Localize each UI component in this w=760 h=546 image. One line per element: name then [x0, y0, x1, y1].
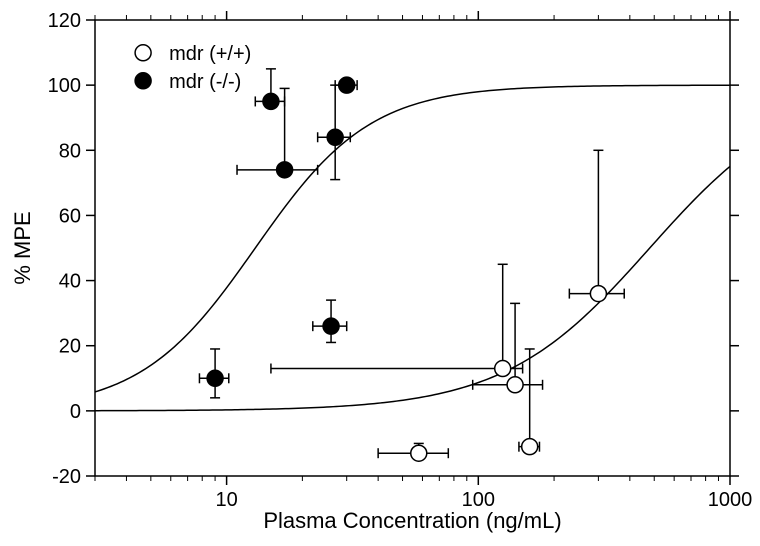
fit-curve-1: [95, 166, 730, 410]
y-tick-label: 120: [48, 10, 81, 32]
data-point: [323, 318, 339, 334]
y-tick-label: 80: [59, 140, 81, 162]
legend-marker: [135, 45, 151, 61]
y-tick-label: 60: [59, 205, 81, 227]
data-point: [507, 377, 523, 393]
data-point: [339, 77, 355, 93]
data-point: [277, 162, 293, 178]
x-axis-label: Plasma Concentration (ng/mL): [263, 508, 561, 533]
y-tick-label: 100: [48, 75, 81, 97]
y-axis-label: % MPE: [10, 211, 35, 284]
scatter-chart: 10 100 1000 Plasma Concentration (ng/mL) -20…: [0, 0, 760, 546]
legend-label: mdr (-/-): [169, 71, 241, 93]
data-point: [327, 129, 343, 145]
y-tick-label: 0: [70, 401, 81, 423]
data-point: [495, 361, 511, 377]
y-tick-label: 20: [59, 336, 81, 358]
data-point: [207, 370, 223, 386]
y-tick-label: 40: [59, 271, 81, 293]
x-tick-label: 10: [215, 489, 237, 511]
data-point: [263, 93, 279, 109]
fit-curve-0: [95, 85, 730, 392]
y-tick-label: -20: [52, 466, 81, 488]
data-point: [411, 445, 427, 461]
data-point: [522, 439, 538, 455]
data-point: [590, 286, 606, 302]
x-tick-label: 1000: [708, 489, 753, 511]
chart-container: 10 100 1000 Plasma Concentration (ng/mL) -20…: [0, 0, 760, 546]
legend-marker: [135, 73, 151, 89]
legend-label: mdr (+/+): [169, 43, 251, 65]
